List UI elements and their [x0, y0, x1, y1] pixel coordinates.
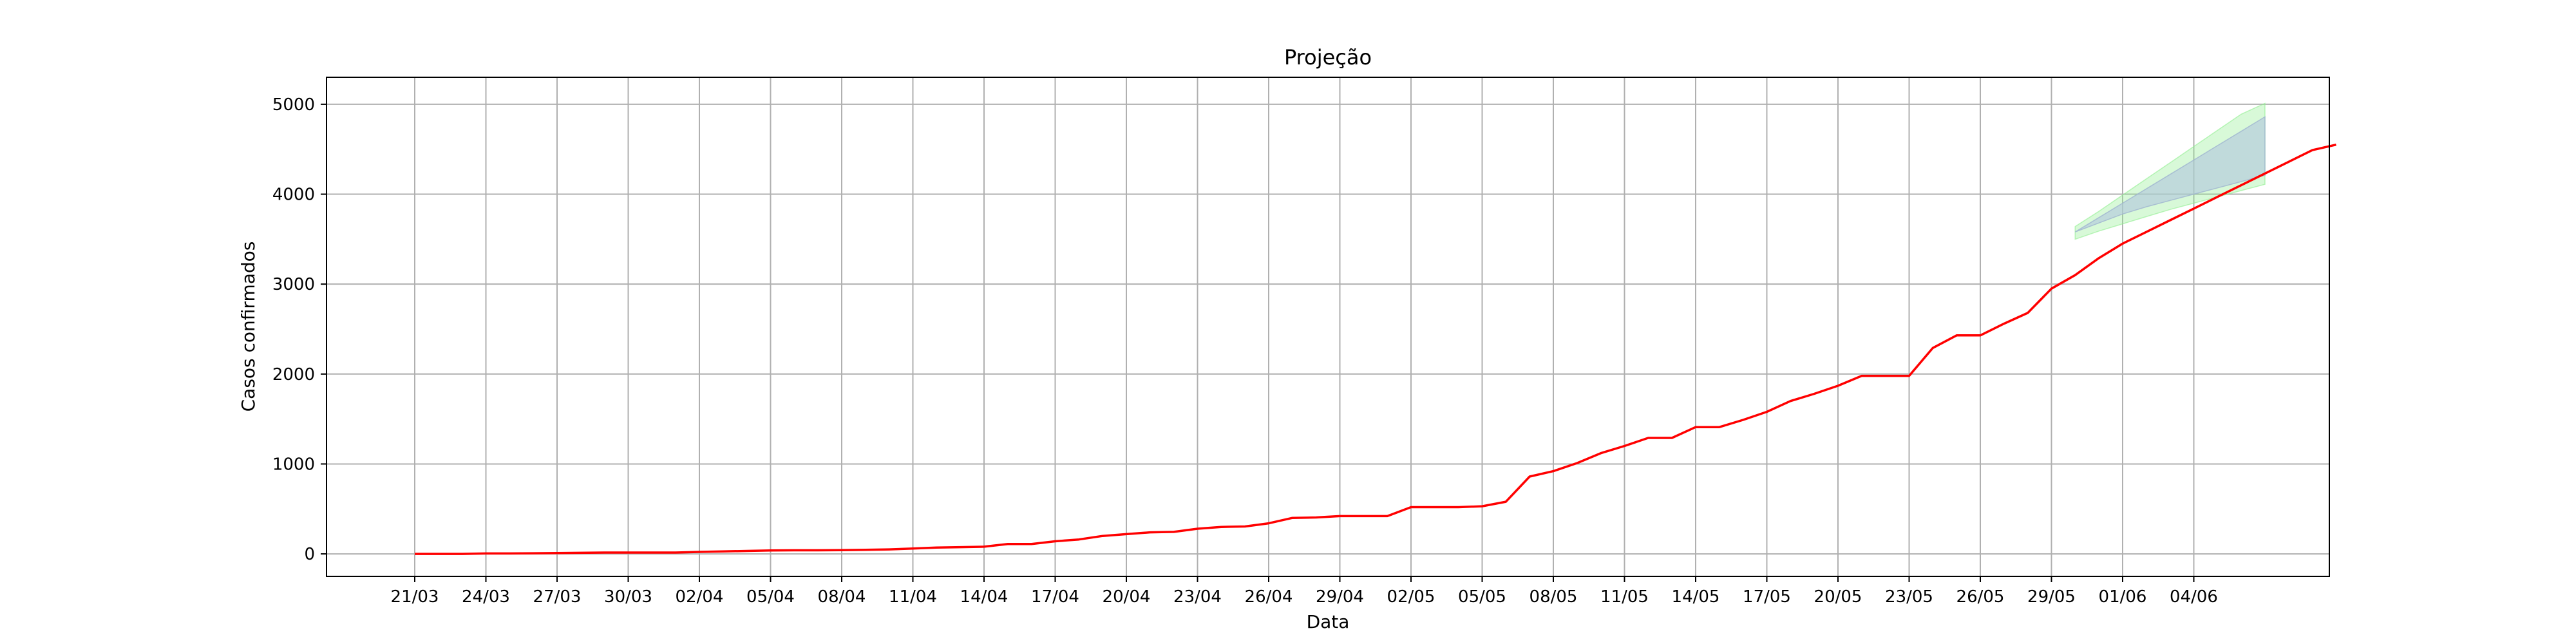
- x-tick-label: 20/04: [1103, 587, 1151, 607]
- x-tick-label: 11/04: [889, 587, 937, 607]
- x-tick-label: 11/05: [1600, 587, 1649, 607]
- y-tick-label: 0: [304, 545, 315, 564]
- x-tick-label: 04/06: [2170, 587, 2218, 607]
- confirmed-cases-line: [415, 143, 2336, 555]
- y-tick-label: 2000: [272, 365, 315, 384]
- x-tick-label: 14/05: [1672, 587, 1720, 607]
- x-tick-label: 08/04: [818, 587, 866, 607]
- x-tick-label: 24/03: [462, 587, 510, 607]
- series-lines: [415, 143, 2336, 555]
- y-tick-label: 1000: [272, 455, 315, 474]
- grid-lines: [327, 77, 2329, 576]
- x-tick-label: 29/04: [1316, 587, 1364, 607]
- inner-confidence-band: [2074, 116, 2266, 232]
- y-tick-label: 4000: [272, 185, 315, 205]
- x-tick-label: 05/05: [1458, 587, 1506, 607]
- x-axis-label: Data: [1307, 611, 1350, 632]
- y-tick-label: 3000: [272, 275, 315, 294]
- y-axis-ticks: 0 1000 2000 3000 4000 5000: [272, 95, 327, 564]
- x-axis-ticks: 21/03 24/03 27/03 30/03 02/04 05/04 08/04 11/04…: [391, 576, 2218, 607]
- y-tick-label: 5000: [272, 95, 315, 115]
- chart-title: Projeção: [1284, 45, 1372, 70]
- confidence-bands: [2074, 102, 2266, 240]
- x-tick-label: 23/05: [1885, 587, 1933, 607]
- x-tick-label: 20/05: [1814, 587, 1862, 607]
- x-tick-label: 02/05: [1387, 587, 1435, 607]
- x-tick-label: 17/04: [1031, 587, 1079, 607]
- x-tick-label: 27/03: [533, 587, 582, 607]
- x-tick-label: 02/04: [676, 587, 724, 607]
- y-axis-label: Casos confirmados: [238, 242, 259, 412]
- x-tick-label: 23/04: [1173, 587, 1222, 607]
- x-tick-label: 08/05: [1530, 587, 1578, 607]
- x-tick-label: 17/05: [1743, 587, 1791, 607]
- x-tick-label: 26/04: [1245, 587, 1293, 607]
- x-tick-label: 21/03: [391, 587, 439, 607]
- x-tick-label: 29/05: [2027, 587, 2076, 607]
- x-tick-label: 01/06: [2099, 587, 2147, 607]
- x-tick-label: 26/05: [1956, 587, 2005, 607]
- plot-frame: [326, 77, 2330, 577]
- x-tick-label: 14/04: [960, 587, 1009, 607]
- x-tick-label: 05/04: [746, 587, 795, 607]
- x-tick-label: 30/03: [604, 587, 652, 607]
